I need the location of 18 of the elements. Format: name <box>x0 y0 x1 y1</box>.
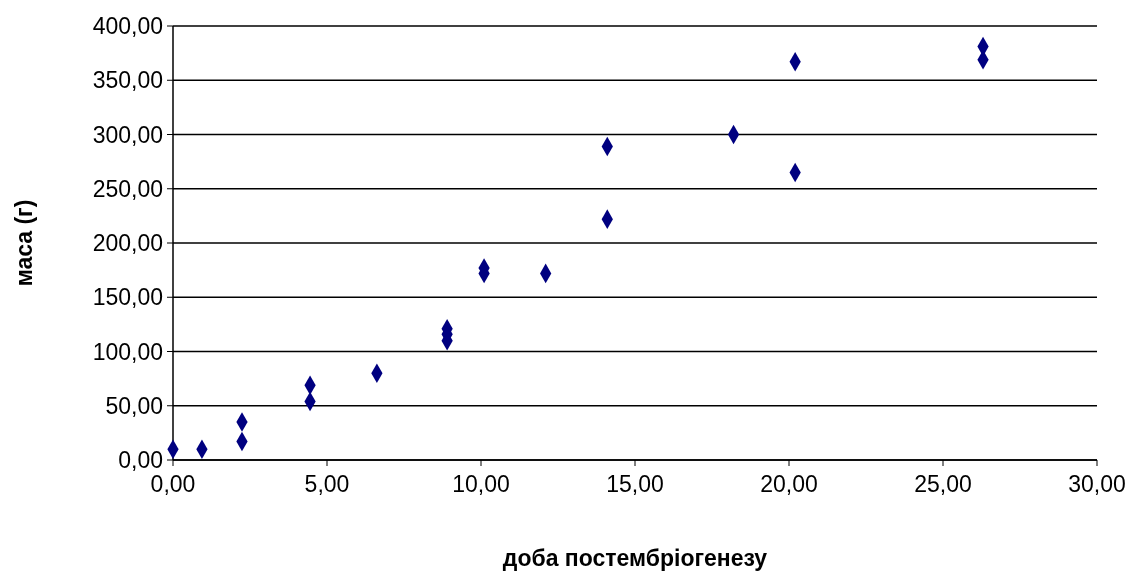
y-axis-title: маса (г) <box>11 199 37 287</box>
y-tick-label: 250,00 <box>92 175 163 202</box>
y-tick-label: 100,00 <box>92 338 163 365</box>
x-tick-label: 15,00 <box>606 471 664 497</box>
y-tick-label: 350,00 <box>92 67 163 94</box>
x-tick-label: 25,00 <box>914 471 972 497</box>
x-tick-label: 0,00 <box>150 471 196 497</box>
x-tick-label: 20,00 <box>760 471 818 497</box>
x-tick-label: 30,00 <box>1068 471 1126 497</box>
y-tick-label: 400,00 <box>92 13 163 40</box>
y-tick-label: 0,00 <box>118 447 163 474</box>
x-axis-title: доба постембріогенезу <box>502 545 768 571</box>
x-tick-label: 10,00 <box>452 471 510 497</box>
y-tick-label: 200,00 <box>92 230 163 257</box>
y-tick-label: 50,00 <box>105 392 163 419</box>
x-tick-label: 5,00 <box>304 471 350 497</box>
y-tick-label: 150,00 <box>92 284 163 311</box>
y-tick-label: 300,00 <box>92 121 163 148</box>
